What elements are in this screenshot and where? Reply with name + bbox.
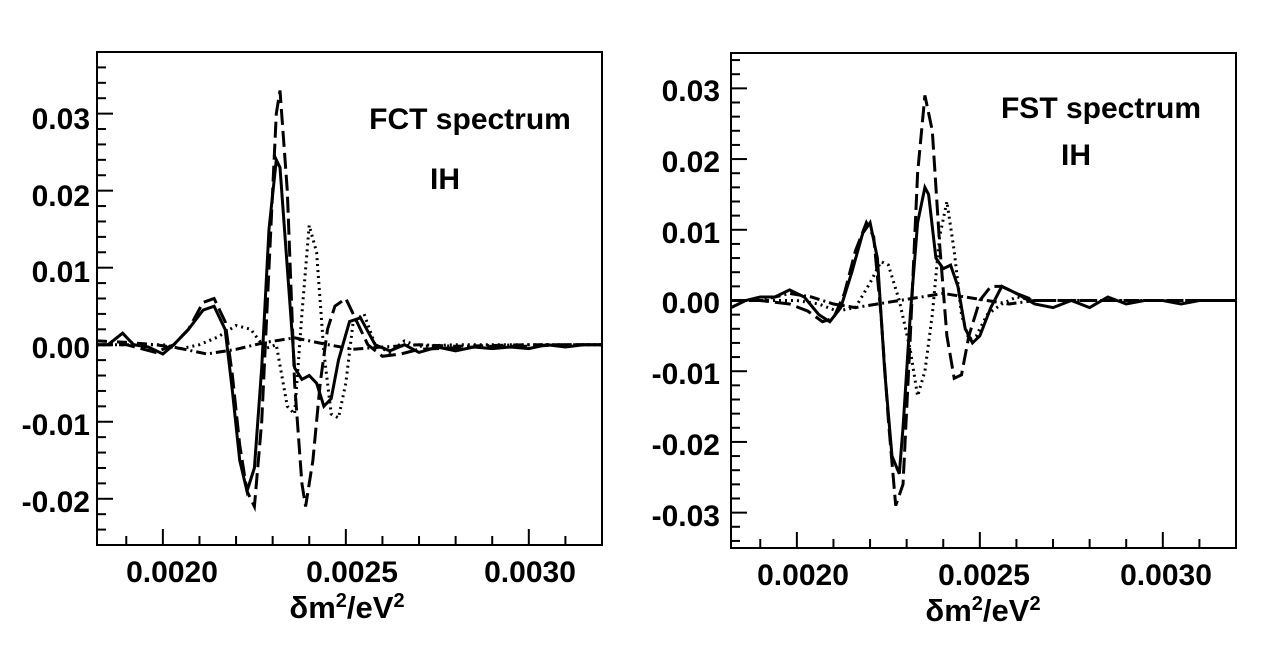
- fct-x-tick-label: 0.0025: [306, 556, 398, 589]
- fct-solid-curve: [97, 154, 602, 497]
- fst-y-tick-label: 0.01: [662, 217, 720, 250]
- fst-x-tick-label: 0.0020: [757, 559, 849, 592]
- fst-x-axis-title: δm2/eV2: [925, 593, 1040, 628]
- fst-dotted-curve: [731, 201, 1236, 397]
- fct-y-tick-label: -0.02: [22, 486, 90, 519]
- fst-x-tick-label: 0.0025: [938, 559, 1030, 592]
- panel-fst: 0.03 0.02 0.01 0.00 -0.01 -0.02 -0.03 0.…: [652, 52, 1237, 628]
- fst-x-tick-label: 0.0030: [1120, 559, 1212, 592]
- panel-fct: 0.03 0.02 0.01 0.00 -0.01 -0.02 0.0020 0…: [22, 51, 603, 625]
- fct-y-tick-label: 0.01: [32, 256, 90, 289]
- fst-y-tick-label: -0.02: [652, 429, 720, 462]
- curves-fct: [96, 90, 602, 513]
- axis-ticks-fst: [731, 59, 1237, 548]
- fct-x-tick-label: 0.0020: [126, 556, 218, 589]
- fst-spectrum-annotation: FST spectrum: [1001, 92, 1201, 125]
- fst-y-tick-label: 0.00: [662, 287, 720, 320]
- fst-y-tick-label: -0.01: [652, 358, 720, 391]
- fst-y-tick-label: 0.03: [662, 75, 720, 108]
- fct-spectrum-annotation: FCT spectrum: [369, 103, 571, 136]
- fct-y-tick-label: -0.01: [22, 409, 90, 442]
- fst-ordering-annotation: IH: [1061, 139, 1091, 172]
- fct-dashed-curve: [97, 90, 602, 513]
- fct-x-axis-title: δm2/eV2: [289, 590, 404, 625]
- fst-y-tick-label: -0.03: [652, 500, 720, 533]
- curves-fst: [730, 95, 1236, 507]
- fst-y-tick-label: 0.02: [662, 146, 720, 179]
- fct-ordering-annotation: IH: [430, 163, 460, 196]
- fct-dash-dot-curve: [96, 336, 602, 356]
- fct-y-tick-label: 0.03: [32, 103, 90, 136]
- fst-dashed-curve: [731, 95, 1236, 507]
- fct-y-tick-label: 0.02: [32, 180, 90, 213]
- fct-y-tick-label: 0.00: [32, 332, 90, 365]
- fst-dash-dot-curve: [731, 291, 1236, 310]
- fct-x-tick-label: 0.0030: [484, 556, 576, 589]
- fst-solid-curve: [730, 183, 1236, 475]
